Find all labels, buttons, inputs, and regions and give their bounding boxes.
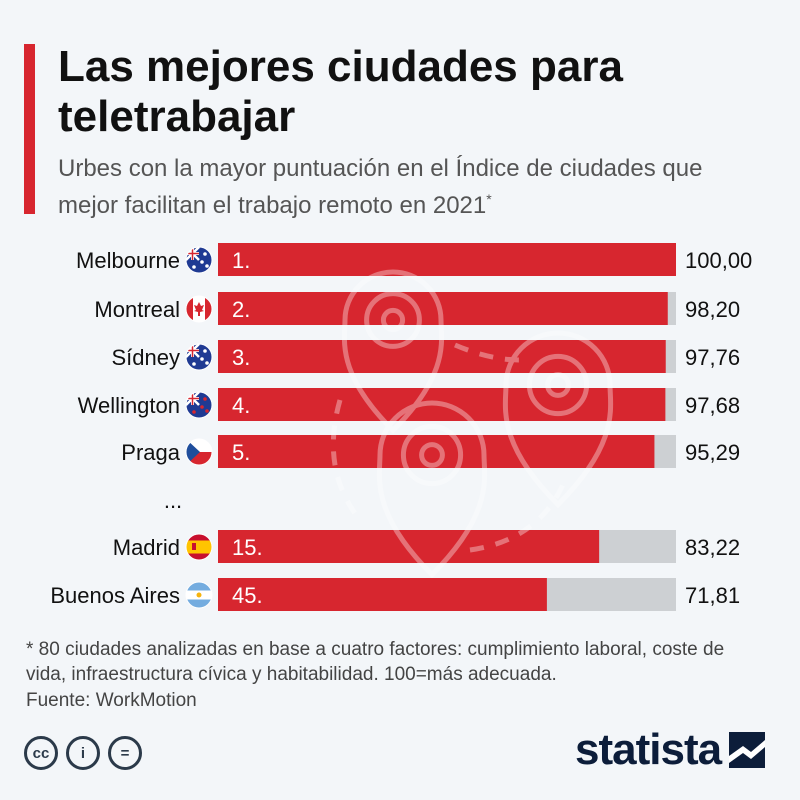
- footnote: * 80 ciudades analizadas en base a cuatr…: [26, 639, 725, 685]
- bar: [218, 435, 655, 468]
- source: Fuente: WorkMotion: [26, 690, 197, 711]
- bar-row: 15. Madrid 83,22: [113, 530, 740, 563]
- chart-subtitle: Urbes con la mayor puntuación en el Índi…: [58, 153, 768, 221]
- attribution-icon[interactable]: i: [66, 736, 100, 770]
- value-label: 83,22: [685, 535, 740, 560]
- australia-flag-icon: [185, 343, 213, 371]
- argentina-flag-icon: [185, 581, 213, 609]
- category-label: Montreal: [94, 297, 180, 322]
- value-label: 97,68: [685, 393, 740, 418]
- category-label: Madrid: [113, 535, 180, 560]
- bar-row: 45. Buenos Aires 71,81: [50, 578, 740, 611]
- value-label: 97,76: [685, 345, 740, 370]
- bar: [218, 578, 547, 611]
- bar-row: 1. Melbourne 100,00: [76, 243, 752, 276]
- statista-logo-icon: [729, 732, 766, 768]
- value-label: 100,00: [685, 248, 752, 273]
- rank-label: 1.: [232, 248, 250, 273]
- ellipsis-label: ...: [164, 488, 182, 513]
- accent-bar: [24, 44, 35, 214]
- rank-label: 4.: [232, 393, 250, 418]
- canada-flag-icon: [185, 295, 213, 323]
- map-pin-watermark-icon: [330, 269, 614, 579]
- bar-row: 3. Sídney 97,76: [112, 340, 740, 373]
- category-label: Sídney: [112, 345, 181, 370]
- statista-logo[interactable]: statista: [575, 725, 766, 775]
- brand-name: statista: [575, 725, 722, 774]
- bar: [218, 388, 666, 421]
- license-icons: cc i =: [24, 736, 142, 770]
- category-label: Wellington: [78, 393, 180, 418]
- rank-label: 45.: [232, 583, 263, 608]
- australia-flag-icon: [185, 246, 213, 274]
- category-label: Buenos Aires: [50, 583, 180, 608]
- chart-title: Las mejores ciudades para teletrabajar: [58, 42, 623, 141]
- bar-row: 2. Montreal 98,20: [94, 292, 740, 325]
- bar: [218, 243, 676, 276]
- subtitle-text: Urbes con la mayor puntuación en el Índi…: [58, 155, 703, 219]
- category-label: Praga: [121, 440, 180, 465]
- bar: [218, 292, 668, 325]
- rank-label: 15.: [232, 535, 263, 560]
- rank-label: 3.: [232, 345, 250, 370]
- subtitle-footnote-marker: *: [486, 191, 492, 207]
- value-label: 98,20: [685, 297, 740, 322]
- spain-flag-icon: [185, 533, 213, 561]
- value-label: 95,29: [685, 440, 740, 465]
- value-label: 71,81: [685, 583, 740, 608]
- bar-row: 5. Praga 95,29: [121, 435, 740, 468]
- bars-group: 1. Melbourne 100,00 2. Montreal 98,20 3. Sídney…: [50, 243, 752, 611]
- rank-label: 2.: [232, 297, 250, 322]
- bar-row: 4. Wellington 97,68: [78, 388, 740, 421]
- bar-chart: 1. Melbourne 100,00 2. Montreal 98,20 3. Sídney…: [50, 243, 752, 611]
- new-zealand-flag-icon: [185, 391, 213, 419]
- no-derivatives-icon[interactable]: =: [108, 736, 142, 770]
- category-label: Melbourne: [76, 248, 180, 273]
- rank-label: 5.: [232, 440, 250, 465]
- czech-flag-icon: [185, 438, 213, 466]
- creative-commons-icon[interactable]: cc: [24, 736, 58, 770]
- bar: [218, 530, 600, 563]
- bar: [218, 340, 666, 373]
